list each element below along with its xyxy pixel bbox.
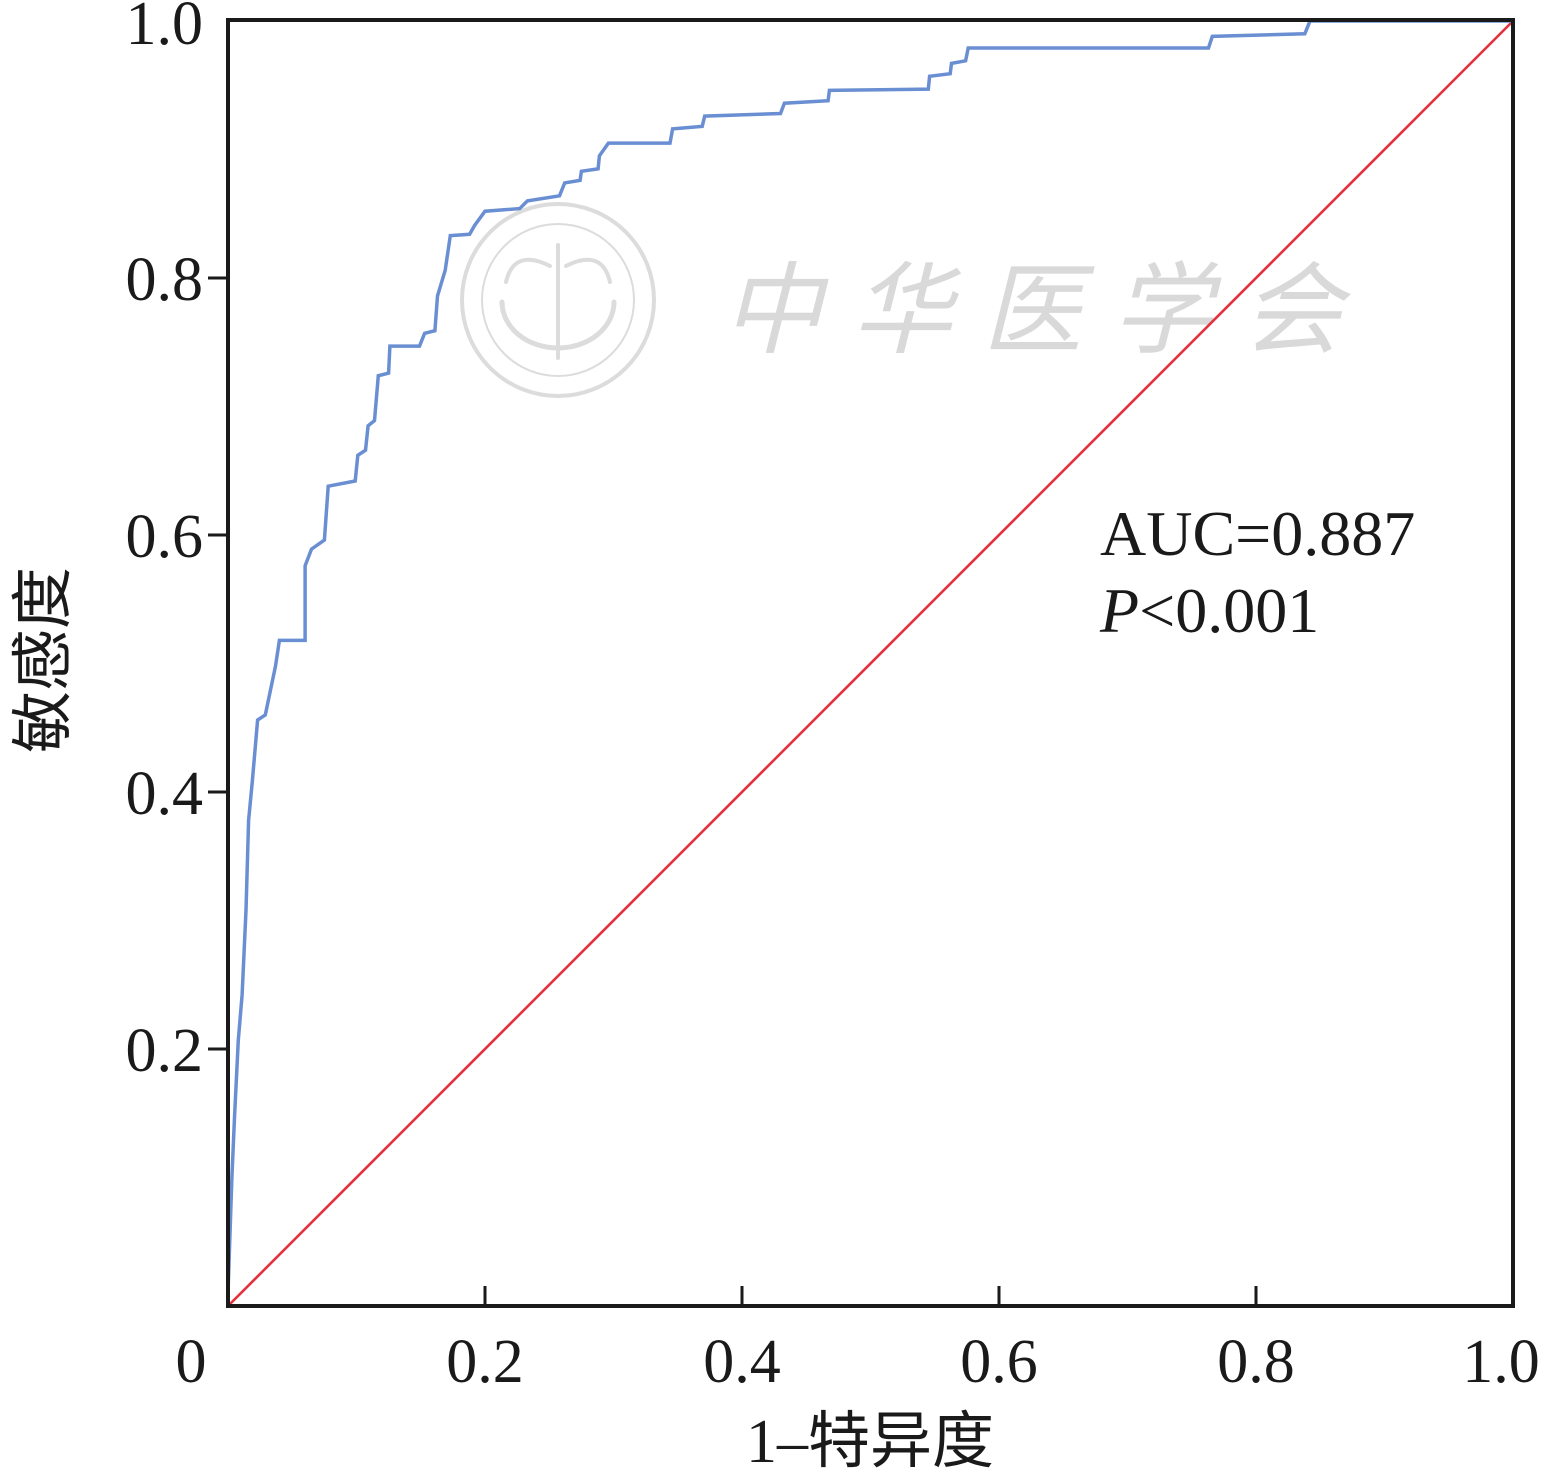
x-tick-label: 0.2 — [446, 1328, 524, 1396]
seal-wing-left — [504, 257, 552, 284]
roc-curve-line — [226, 19, 1513, 1306]
y-tick-label: 1.0 — [126, 0, 204, 58]
p-symbol: P — [1099, 575, 1139, 646]
watermark-seal — [460, 202, 656, 398]
plot-frame — [226, 18, 1515, 1308]
auc-annotation: AUC=0.887 — [1100, 498, 1415, 569]
y-tick-label: 0.6 — [126, 503, 204, 571]
y-tick-label: 0.2 — [126, 1017, 204, 1085]
y-tick-label: 0.4 — [126, 760, 204, 828]
seal-wing-right — [564, 257, 612, 284]
p-value: <0.001 — [1139, 575, 1319, 646]
x-axis: 0 0.2 0.4 0.6 0.8 1.0 — [176, 1286, 1540, 1396]
x-tick-label: 0.8 — [1217, 1328, 1295, 1396]
x-tick-label: 0.6 — [960, 1328, 1038, 1396]
x-tick-label: 1.0 — [1462, 1328, 1540, 1396]
x-tick-label: 0.4 — [703, 1328, 781, 1396]
plot-series — [226, 19, 1514, 1307]
seal-crescent — [499, 299, 617, 351]
reference-diagonal-line — [227, 20, 1514, 1307]
y-tick-label: 0.8 — [126, 246, 204, 314]
y-axis: 0.2 0.4 0.6 0.8 1.0 — [126, 0, 228, 1085]
seal-outer-ring — [460, 202, 656, 398]
watermark-text: 中华医学会 — [722, 252, 1372, 369]
p-value-annotation: P<0.001 — [1099, 575, 1319, 646]
x-tick-label: 0 — [176, 1328, 207, 1396]
seal-inner-ring — [481, 223, 635, 377]
watermark: 中华医学会 — [460, 202, 1372, 398]
y-axis-title: 敏感度 — [10, 567, 78, 753]
x-axis-title: 1–特异度 — [746, 1408, 994, 1476]
